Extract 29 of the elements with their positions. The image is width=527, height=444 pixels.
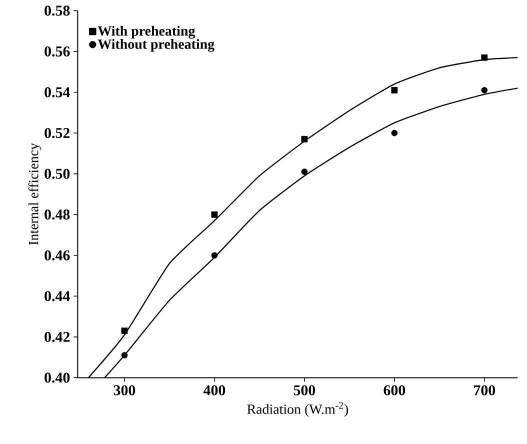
point (391, 87, 398, 94)
point (211, 252, 218, 259)
x-tick-label: 700 (474, 385, 496, 396)
x-tick-label: 500 (294, 385, 316, 396)
point (391, 130, 398, 136)
y-axis-title: Internal efficiency (28, 143, 42, 245)
y-tick-label: 0.52 (44, 128, 70, 138)
y-tick-label: 0.54 (44, 87, 70, 98)
point (121, 328, 128, 334)
point (301, 136, 308, 142)
y-tick-label: 0.40 (44, 372, 70, 383)
y-tick-label: 0.48 (44, 210, 70, 220)
point (211, 211, 218, 218)
point (121, 352, 128, 358)
y-tick-label: 0.56 (44, 46, 70, 57)
x-tick-label: 300 (114, 385, 136, 396)
legend-label: With preheating (98, 26, 196, 39)
point (481, 54, 488, 61)
y-tick-label: 0.46 (44, 250, 70, 260)
y-tick-label: 0.50 (44, 168, 70, 179)
legend-label: Without preheating (98, 39, 214, 52)
y-tick-label: 0.44 (44, 291, 70, 302)
point (301, 168, 308, 175)
y-tick-label: 0.58 (44, 6, 70, 16)
x-axis-title: Radiation (W.m$^{-2}$) (247, 402, 348, 417)
x-tick-label: 400 (203, 385, 226, 396)
x-tick-label: 600 (384, 385, 406, 396)
y-tick-label: 0.42 (44, 332, 70, 342)
point (481, 87, 488, 94)
